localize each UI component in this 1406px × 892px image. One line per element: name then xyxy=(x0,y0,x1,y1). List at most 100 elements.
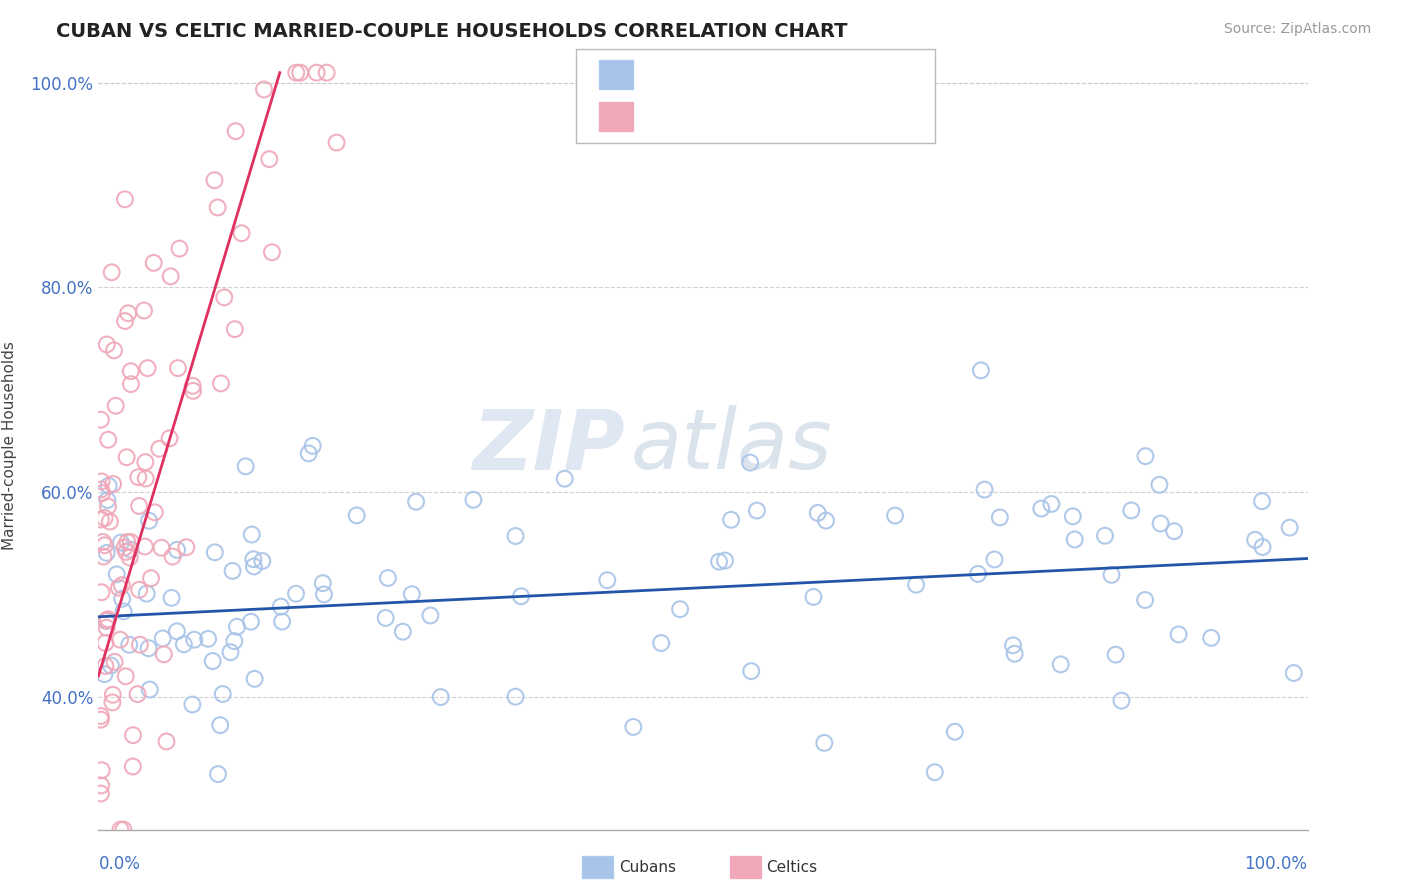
Point xyxy=(243,672,266,686)
Point xyxy=(90,709,112,723)
Point xyxy=(104,399,127,413)
Point xyxy=(108,632,131,647)
Point xyxy=(120,542,142,557)
Point xyxy=(1251,494,1274,508)
Point xyxy=(405,495,427,509)
Point xyxy=(135,471,157,485)
Point xyxy=(510,589,533,603)
Point xyxy=(173,637,195,651)
Point xyxy=(150,541,173,555)
Point xyxy=(219,645,242,659)
Point xyxy=(101,477,124,491)
Point xyxy=(204,545,226,559)
Point xyxy=(94,614,117,628)
Point xyxy=(301,439,323,453)
Point xyxy=(96,621,118,635)
Point xyxy=(97,612,120,626)
Point xyxy=(148,442,170,456)
Point xyxy=(650,636,672,650)
Point xyxy=(554,472,576,486)
Point xyxy=(120,377,142,392)
Point xyxy=(346,508,368,523)
Point xyxy=(96,546,118,560)
Point xyxy=(134,540,156,554)
Text: R =: R = xyxy=(645,106,683,124)
Point xyxy=(207,767,229,781)
Point xyxy=(136,361,159,376)
Point xyxy=(159,269,181,284)
Point xyxy=(112,822,135,837)
Point xyxy=(97,433,120,447)
Point xyxy=(225,124,247,138)
Point xyxy=(90,475,112,489)
Point xyxy=(1111,694,1133,708)
Point xyxy=(111,591,134,606)
Point xyxy=(1104,648,1126,662)
Point xyxy=(813,736,835,750)
Point xyxy=(138,641,160,656)
Text: atlas: atlas xyxy=(630,406,832,486)
Point xyxy=(110,535,132,549)
Point xyxy=(153,648,176,662)
Point xyxy=(91,486,114,500)
Point xyxy=(707,555,730,569)
Point xyxy=(924,765,946,780)
Point xyxy=(129,638,152,652)
Point xyxy=(93,538,115,552)
Text: CUBAN VS CELTIC MARRIED-COUPLE HOUSEHOLDS CORRELATION CHART: CUBAN VS CELTIC MARRIED-COUPLE HOUSEHOLD… xyxy=(56,22,848,41)
Point xyxy=(101,695,124,709)
Point xyxy=(259,152,281,166)
Point xyxy=(127,470,149,484)
Point xyxy=(134,455,156,469)
Point xyxy=(325,136,347,150)
Point xyxy=(285,587,308,601)
Point xyxy=(315,65,337,79)
Point xyxy=(209,376,232,391)
Point xyxy=(181,384,204,398)
Point xyxy=(94,659,117,673)
Point xyxy=(181,698,204,712)
Point xyxy=(377,571,399,585)
Point xyxy=(1040,497,1063,511)
Point xyxy=(90,413,112,427)
Point xyxy=(166,624,188,639)
Point xyxy=(260,245,283,260)
Point xyxy=(115,545,138,559)
Point xyxy=(231,226,253,240)
Point xyxy=(973,483,995,497)
Point xyxy=(814,514,837,528)
Text: 107: 107 xyxy=(828,64,865,82)
Point xyxy=(226,620,249,634)
Point xyxy=(90,483,112,497)
Point xyxy=(884,508,907,523)
Point xyxy=(122,759,145,773)
Point xyxy=(97,500,120,514)
Point xyxy=(90,787,112,801)
Point xyxy=(1002,638,1025,652)
Point xyxy=(392,624,415,639)
Point xyxy=(621,720,644,734)
Text: 0.165: 0.165 xyxy=(699,64,754,82)
Point xyxy=(183,632,205,647)
Text: 0.0%: 0.0% xyxy=(98,855,141,873)
Text: R =: R = xyxy=(645,64,683,82)
Point xyxy=(1121,503,1143,517)
Point xyxy=(224,634,246,648)
Point xyxy=(98,515,121,529)
Point xyxy=(132,303,155,318)
Point xyxy=(243,559,266,574)
Point xyxy=(242,552,264,566)
Point xyxy=(94,636,117,650)
Point xyxy=(224,322,246,336)
Point xyxy=(419,608,441,623)
Point xyxy=(167,361,190,376)
Point xyxy=(152,632,174,646)
Point xyxy=(204,173,226,187)
Point xyxy=(312,576,335,591)
Point xyxy=(114,541,136,555)
Point xyxy=(970,363,993,377)
Point xyxy=(720,513,742,527)
Point xyxy=(1004,647,1026,661)
Text: 90: 90 xyxy=(828,106,852,124)
Point xyxy=(429,690,451,704)
